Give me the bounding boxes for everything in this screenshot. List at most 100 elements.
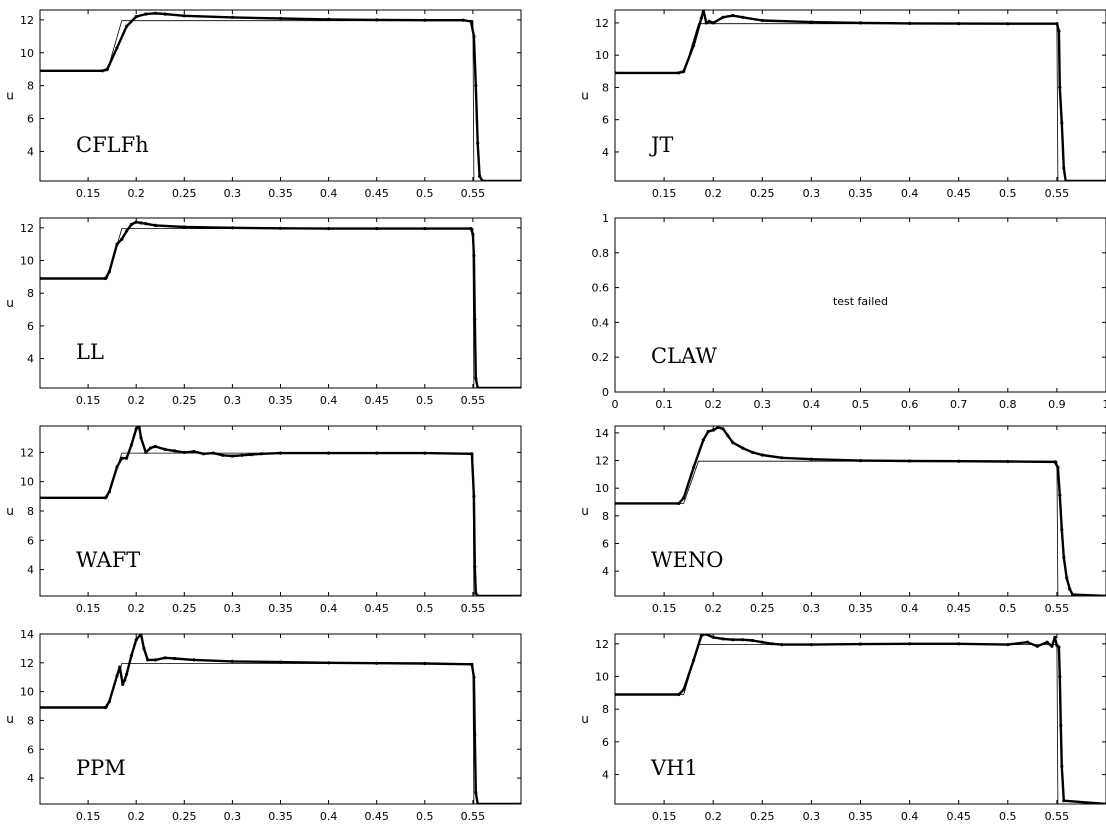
data-point — [741, 638, 745, 642]
y-tick-label: 14 — [595, 427, 609, 440]
data-point — [741, 446, 745, 450]
data-point — [115, 674, 119, 678]
data-point — [182, 225, 186, 229]
data-point — [107, 490, 111, 494]
x-tick-label: 0.15 — [76, 810, 101, 823]
data-point — [163, 447, 167, 451]
y-tick-label: 0.6 — [592, 282, 610, 295]
data-point — [144, 12, 148, 16]
data-point — [750, 638, 755, 643]
data-point — [469, 19, 473, 24]
data-point — [701, 10, 705, 12]
data-point — [115, 465, 119, 469]
x-tick-label: 0.5 — [852, 398, 870, 411]
y-tick-label: 10 — [595, 671, 609, 684]
data-point — [615, 501, 617, 505]
data-point — [375, 451, 379, 455]
data-point — [1053, 635, 1057, 639]
numerical-solution-line — [40, 634, 521, 804]
data-point — [1062, 799, 1066, 803]
data-point — [707, 19, 711, 23]
y-axis-label: u — [6, 712, 14, 726]
data-point — [615, 692, 617, 697]
data-point — [519, 802, 521, 804]
x-tick-label: 0.55 — [1045, 602, 1070, 615]
data-point — [1062, 166, 1066, 170]
data-point — [760, 453, 764, 457]
data-point — [120, 456, 124, 460]
y-tick-label: 12 — [20, 14, 34, 27]
x-tick-label: 0.6 — [901, 398, 919, 411]
data-point — [144, 450, 148, 454]
data-point — [809, 643, 814, 647]
x-tick-label: 0.4 — [320, 394, 338, 407]
data-point — [1045, 640, 1049, 644]
data-point — [750, 450, 755, 454]
data-point — [474, 84, 478, 88]
data-point — [519, 594, 521, 596]
x-tick-label: 0.45 — [946, 810, 971, 823]
x-tick-label: 0.35 — [848, 187, 873, 200]
x-tick-label: 0.5 — [416, 187, 434, 200]
y-tick-label: 8 — [602, 510, 609, 523]
y-tick-label: 4 — [27, 353, 34, 366]
data-point — [327, 451, 331, 455]
panel-waft: 0.15 0.2 0.25 0.3 0.35 0.4 0.45 0.5 0.55 4 6 8 10 12 u… — [6, 425, 522, 615]
data-point — [472, 254, 476, 258]
data-point — [519, 386, 521, 388]
x-tick-label: 0.25 — [172, 810, 197, 823]
y-axis-label: u — [581, 89, 589, 103]
data-point — [478, 174, 482, 178]
x-tick-label: 0.4 — [320, 810, 338, 823]
x-tick-label: 0.15 — [76, 187, 101, 200]
data-point — [278, 226, 283, 230]
x-tick-label: 0.25 — [172, 602, 197, 615]
y-tick-label: 8 — [27, 287, 34, 300]
data-point — [476, 594, 480, 596]
x-tick-label: 0.35 — [848, 810, 873, 823]
data-point — [250, 453, 254, 457]
data-point — [201, 452, 206, 456]
data-point — [731, 441, 735, 445]
y-tick-label: 6 — [602, 537, 609, 550]
x-tick-label: 0.5 — [999, 810, 1017, 823]
data-point — [473, 317, 477, 321]
data-point — [115, 242, 119, 246]
data-point — [182, 14, 186, 18]
x-tick-label: 0.55 — [461, 187, 486, 200]
y-tick-label: 6 — [27, 320, 34, 333]
y-tick-label: 12 — [20, 657, 34, 670]
data-point — [476, 802, 480, 804]
x-tick-label: 0.3 — [803, 602, 821, 615]
y-tick-label: 10 — [595, 482, 609, 495]
data-point — [770, 642, 774, 646]
y-tick-label: 0.2 — [592, 351, 610, 364]
x-tick-label: 0.25 — [750, 187, 775, 200]
numerical-solution-line — [615, 10, 1106, 181]
x-tick-label: 0.15 — [76, 602, 101, 615]
data-point — [173, 449, 177, 453]
y-tick-label: 8 — [27, 80, 34, 93]
exact-solution-line — [615, 644, 1106, 804]
y-tick-label: 14 — [20, 628, 34, 641]
panel-label: JT — [649, 133, 673, 157]
data-point — [423, 227, 427, 231]
x-tick-label: 0.55 — [1045, 810, 1070, 823]
data-point — [957, 22, 961, 26]
data-point — [129, 443, 133, 447]
panel-label: CFLFh — [76, 133, 149, 157]
x-tick-label: 0.3 — [224, 394, 242, 407]
data-point — [134, 638, 138, 642]
y-tick-label: 4 — [602, 769, 609, 782]
x-tick-label: 0.2 — [127, 187, 145, 200]
x-tick-label: 0.4 — [320, 602, 338, 615]
data-point — [129, 654, 133, 658]
data-point — [142, 646, 146, 651]
data-point — [615, 71, 617, 75]
data-point — [780, 643, 784, 647]
y-tick-label: 10 — [20, 255, 34, 268]
y-tick-label: 12 — [595, 17, 609, 30]
y-axis-label: u — [6, 89, 14, 103]
data-point — [125, 456, 129, 460]
y-axis-label: u — [581, 504, 589, 518]
